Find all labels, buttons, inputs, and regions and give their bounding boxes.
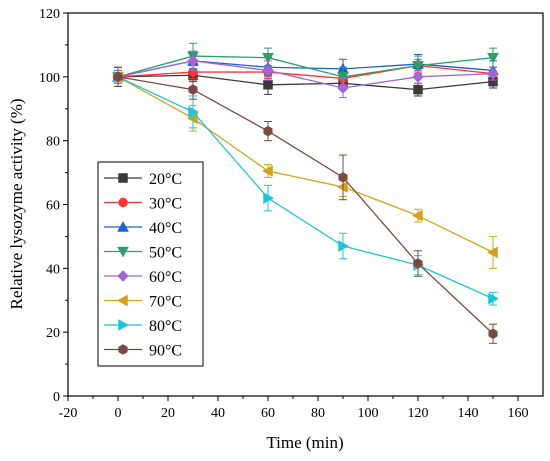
data-point xyxy=(412,60,424,72)
series-line xyxy=(117,76,494,300)
legend-marker xyxy=(118,173,128,183)
legend-label: 20°C xyxy=(149,171,182,188)
legend-entry: 50°C xyxy=(104,245,182,262)
series xyxy=(113,66,498,344)
legend-marker xyxy=(118,319,130,331)
legend-label: 90°C xyxy=(149,343,182,360)
legend-entry: 90°C xyxy=(104,343,182,360)
x-tick-label: -20 xyxy=(59,406,78,421)
data-point xyxy=(338,172,348,183)
x-tick-label: 0 xyxy=(115,406,122,421)
x-tick-label: 80 xyxy=(311,406,325,421)
y-tick-label: 60 xyxy=(46,199,60,214)
legend-marker xyxy=(116,294,128,307)
data-point xyxy=(113,71,123,83)
legend-box xyxy=(97,161,204,367)
data-point xyxy=(262,52,274,64)
legend-entry: 70°C xyxy=(104,294,182,311)
legend-entry: 30°C xyxy=(104,196,182,213)
x-tick-label: 120 xyxy=(408,406,429,421)
series-line xyxy=(117,76,494,253)
legend-marker xyxy=(118,197,128,208)
x-axis-title: Time (min) xyxy=(266,433,343,452)
series-line xyxy=(117,60,494,89)
legend-label: 60°C xyxy=(149,269,182,286)
series xyxy=(112,50,499,99)
x-tick-label: 20 xyxy=(161,406,175,421)
legend-marker xyxy=(117,246,129,258)
legend: 20°C 30°C 40°C 50°C 60°C 70°C 80°C 90°C xyxy=(97,161,204,367)
series xyxy=(112,50,499,87)
x-tick-label: 140 xyxy=(458,406,479,421)
data-point xyxy=(487,67,499,80)
legend-entry: 40°C xyxy=(104,220,182,237)
legend-entry: 80°C xyxy=(104,318,182,335)
series-line xyxy=(117,55,494,78)
legend-label: 30°C xyxy=(149,196,182,213)
y-tick-label: 20 xyxy=(46,326,60,341)
legend-entry: 60°C xyxy=(104,269,182,286)
data-point xyxy=(411,209,423,222)
data-point xyxy=(488,328,498,340)
legend-marker xyxy=(118,344,128,355)
data-point xyxy=(488,292,500,305)
legend-marker xyxy=(117,270,129,282)
data-point xyxy=(413,258,423,269)
series-line xyxy=(117,65,494,80)
data-point xyxy=(262,64,274,77)
series-line xyxy=(117,76,494,335)
data-point xyxy=(263,125,273,137)
y-tick-label: 120 xyxy=(39,7,60,22)
series xyxy=(112,42,499,87)
data-point xyxy=(487,52,499,64)
data-point xyxy=(263,192,275,205)
data-point xyxy=(188,106,200,118)
data-point xyxy=(261,165,273,177)
y-tick-label: 0 xyxy=(53,390,60,405)
x-tick-label: 100 xyxy=(358,406,379,421)
legend-label: 70°C xyxy=(149,294,182,311)
data-point xyxy=(188,84,198,95)
legend-label: 40°C xyxy=(149,220,182,237)
legend-label: 50°C xyxy=(149,245,182,262)
data-point xyxy=(338,240,350,252)
legend-entry: 20°C xyxy=(104,171,182,188)
legend-label: 80°C xyxy=(149,318,182,335)
x-tick-label: 60 xyxy=(261,406,275,421)
y-tick-label: 100 xyxy=(39,71,60,86)
data-point xyxy=(412,70,424,83)
data-point xyxy=(263,80,273,90)
series-line xyxy=(117,74,494,91)
data-point xyxy=(413,84,423,95)
x-tick-label: 40 xyxy=(211,406,225,421)
data-point xyxy=(337,72,349,83)
series-layer xyxy=(111,42,500,344)
legend-marker xyxy=(117,220,129,232)
y-tick-label: 80 xyxy=(46,135,60,150)
y-tick-label: 40 xyxy=(46,262,60,277)
y-axis-title: Relative lysozyme activity (%) xyxy=(7,98,26,309)
data-point xyxy=(187,55,199,67)
x-tick-label: 160 xyxy=(508,406,529,421)
data-point xyxy=(337,82,349,94)
data-point xyxy=(486,246,498,259)
